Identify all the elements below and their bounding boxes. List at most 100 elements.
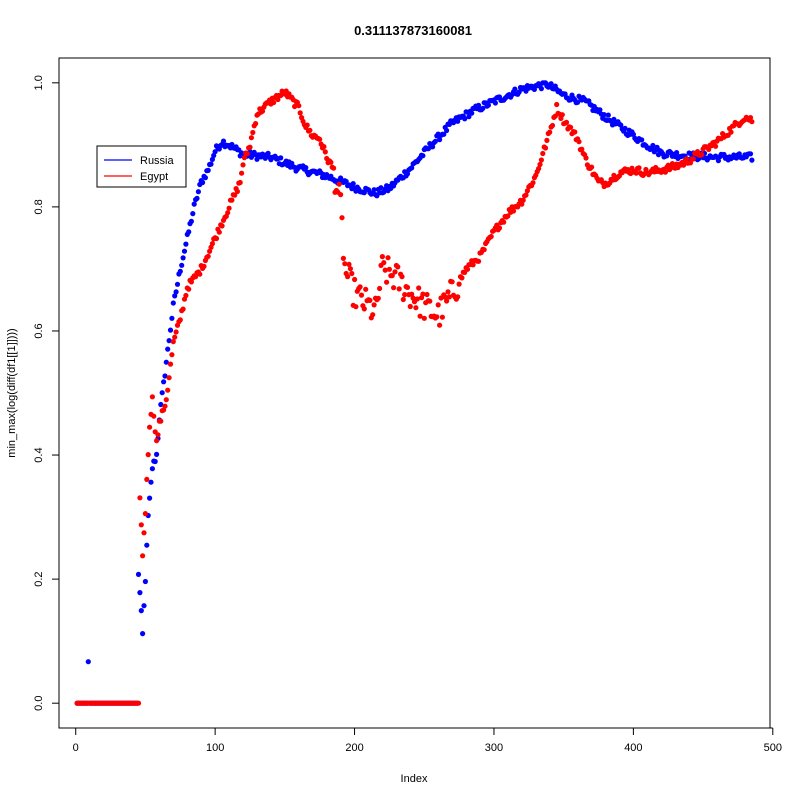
data-point xyxy=(154,451,160,457)
data-point xyxy=(241,155,247,161)
data-point xyxy=(370,312,376,318)
data-point xyxy=(205,167,211,173)
data-point xyxy=(371,302,377,308)
data-point xyxy=(375,295,381,301)
data-point xyxy=(444,127,450,134)
data-point xyxy=(149,394,155,400)
data-point xyxy=(212,149,218,155)
data-point xyxy=(220,138,227,144)
data-point xyxy=(476,102,482,108)
data-point xyxy=(138,608,144,614)
data-point xyxy=(519,201,525,207)
x-tick-label: 200 xyxy=(345,742,363,754)
data-point xyxy=(244,151,250,157)
data-point xyxy=(158,418,164,424)
data-point xyxy=(162,403,168,409)
data-point xyxy=(363,286,369,292)
data-point xyxy=(271,99,277,106)
data-point xyxy=(183,241,189,247)
data-point xyxy=(681,162,687,168)
data-point xyxy=(379,254,385,260)
data-point xyxy=(488,233,494,240)
data-point xyxy=(687,160,694,166)
data-point xyxy=(165,346,171,352)
data-point xyxy=(378,185,384,191)
data-point xyxy=(144,542,150,548)
series-egypt xyxy=(74,88,755,706)
data-point xyxy=(476,258,482,264)
data-point xyxy=(392,269,398,275)
data-point xyxy=(589,164,595,170)
data-point xyxy=(357,284,363,290)
data-point xyxy=(186,229,192,235)
y-tick-label: 0.8 xyxy=(33,199,45,214)
data-point xyxy=(481,247,487,253)
chart-title: 0.311137873160081 xyxy=(354,23,472,38)
data-point xyxy=(177,317,183,323)
data-point xyxy=(278,155,284,161)
data-point xyxy=(449,279,455,285)
data-point xyxy=(135,571,142,578)
data-point xyxy=(186,286,192,292)
data-point xyxy=(159,390,165,396)
data-point xyxy=(209,241,215,247)
data-point xyxy=(205,253,211,259)
data-point xyxy=(339,215,345,221)
data-point xyxy=(683,156,690,162)
data-point xyxy=(437,322,443,328)
data-point xyxy=(409,165,415,171)
data-point xyxy=(611,116,617,122)
data-point xyxy=(386,266,392,272)
data-point xyxy=(225,210,231,216)
data-point xyxy=(322,149,328,155)
data-point xyxy=(572,129,578,135)
data-point xyxy=(435,302,441,308)
data-point xyxy=(358,292,365,298)
data-point xyxy=(466,114,472,120)
data-point xyxy=(381,260,387,266)
data-point xyxy=(179,262,185,268)
x-tick-label: 300 xyxy=(485,742,503,754)
data-point xyxy=(180,306,186,312)
data-point xyxy=(409,291,415,297)
data-point xyxy=(601,112,607,118)
data-point xyxy=(568,124,574,130)
data-point xyxy=(253,121,259,127)
x-tick-label: 100 xyxy=(206,742,224,754)
data-point xyxy=(239,170,245,176)
data-point xyxy=(402,292,408,298)
data-point xyxy=(207,248,213,254)
legend-label-russia: Russia xyxy=(140,155,175,167)
x-tick-label: 500 xyxy=(764,742,782,754)
data-point xyxy=(442,294,448,300)
data-point xyxy=(194,195,200,201)
data-point xyxy=(151,413,157,419)
data-point xyxy=(446,294,452,300)
data-point xyxy=(296,103,302,109)
data-point xyxy=(583,155,589,161)
data-point xyxy=(85,659,91,665)
data-point xyxy=(172,293,178,299)
data-point xyxy=(163,359,169,365)
legend: Russia Egypt xyxy=(96,145,187,188)
data-point xyxy=(219,223,225,229)
data-point xyxy=(141,530,147,536)
data-point xyxy=(340,255,346,261)
data-point xyxy=(540,150,546,157)
data-point xyxy=(579,146,585,152)
data-point xyxy=(417,313,423,319)
data-point xyxy=(275,96,281,103)
data-point xyxy=(706,146,712,152)
data-point xyxy=(420,291,426,297)
data-point xyxy=(347,266,353,272)
data-point xyxy=(547,129,553,135)
data-point xyxy=(234,188,240,195)
data-point xyxy=(389,273,395,279)
data-point xyxy=(414,296,420,302)
data-point xyxy=(728,129,734,135)
x-tick-label: 0 xyxy=(73,742,79,754)
data-point xyxy=(248,135,254,141)
data-point xyxy=(200,179,206,186)
y-tick-label: 0.4 xyxy=(33,447,45,462)
data-point xyxy=(404,284,411,290)
